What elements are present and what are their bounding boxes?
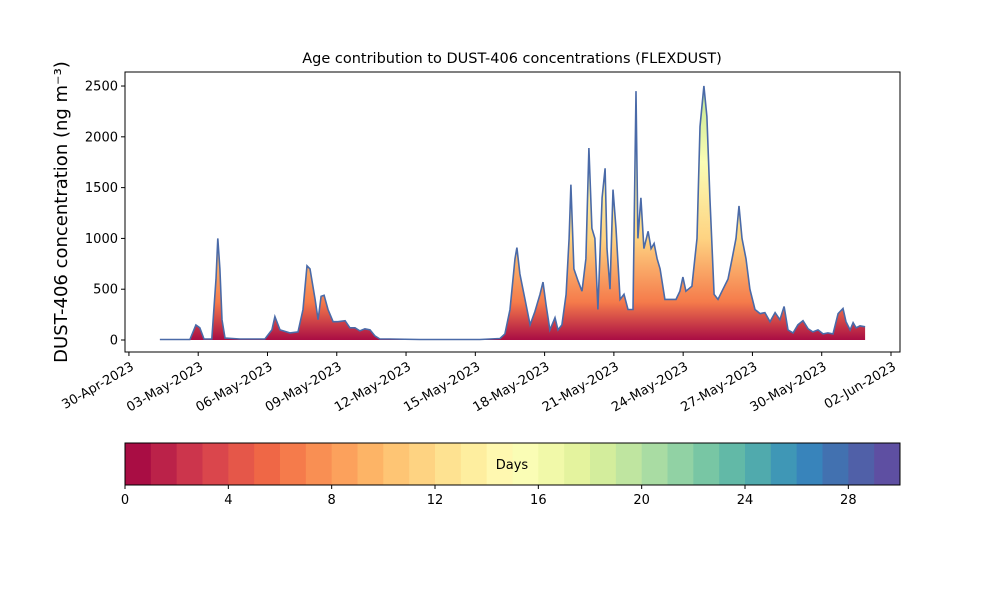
colorbar-bin (176, 443, 203, 485)
colorbar-bin (305, 443, 333, 485)
colorbar-bin (409, 443, 436, 485)
colorbar-bin (331, 443, 358, 485)
y-axis-label: DUST-406 concentration (ng m⁻³) (51, 61, 72, 363)
colorbar-bin (228, 443, 255, 485)
colorbar-tick-label: 0 (121, 493, 129, 508)
colorbar-tick-label: 16 (530, 493, 547, 508)
colorbar-bin (770, 443, 798, 485)
colorbar-bin (848, 443, 875, 485)
x-tick-label: 15-May-2023 (401, 360, 483, 416)
x-tick-label: 30-May-2023 (748, 360, 830, 416)
colorbar-bin (615, 443, 643, 485)
colorbar-bin (150, 443, 178, 485)
colorbar-bin (202, 443, 229, 485)
colorbar-bin (822, 443, 849, 485)
total-line (159, 85, 866, 341)
y-tick-label: 1500 (85, 181, 118, 196)
colorbar-tick-label: 8 (328, 493, 336, 508)
colorbar-bin (874, 443, 901, 485)
chart-title: Age contribution to DUST-406 concentrati… (302, 51, 722, 67)
colorbar-bin (383, 443, 410, 485)
colorbar-tick-label: 28 (840, 493, 857, 508)
x-tick-label: 09-May-2023 (263, 360, 345, 416)
colorbar-bin (538, 443, 565, 485)
colorbar-bin (745, 443, 772, 485)
colorbar-bin (590, 443, 617, 485)
colorbar-bin (486, 443, 513, 485)
colorbar-bin (512, 443, 539, 485)
y-tick-label: 1000 (85, 232, 118, 247)
y-tick-label: 2000 (85, 130, 118, 145)
x-tick-label: 18-May-2023 (471, 360, 553, 416)
colorbar-bin (667, 443, 694, 485)
colorbar-bin (641, 443, 668, 485)
x-tick-label: 21-May-2023 (540, 360, 622, 416)
x-tick-label: 03-May-2023 (124, 360, 206, 416)
plot-frame (124, 71, 901, 353)
colorbar-bin (719, 443, 746, 485)
colorbar-bin (254, 443, 281, 485)
colorbar-bin (125, 443, 152, 485)
colorbar-bin (280, 443, 307, 485)
colorbar-tick-label: 12 (427, 493, 444, 508)
colorbar-bin (796, 443, 823, 485)
y-tick-label: 2500 (85, 80, 118, 95)
colorbar-bin (693, 443, 720, 485)
x-tick-label: 12-May-2023 (332, 360, 414, 416)
x-tick-label: 02-Jun-2023 (822, 360, 899, 413)
colorbar-bin (564, 443, 591, 485)
x-tick-label: 06-May-2023 (194, 360, 276, 416)
x-tick-label: 27-May-2023 (679, 360, 761, 416)
colorbar-tick-label: 24 (737, 493, 754, 508)
y-tick-label: 0 (110, 334, 118, 349)
colorbar-tick-label: 4 (224, 493, 232, 508)
colorbar-bin (357, 443, 384, 485)
colorbar-bin (460, 443, 488, 485)
colorbar-label: Days (496, 458, 529, 473)
colorbar-tick-label: 20 (633, 493, 650, 508)
colorbar-frame (124, 442, 901, 486)
y-tick-label: 500 (93, 283, 118, 298)
age-area (159, 86, 866, 341)
colorbar-bin (435, 443, 462, 485)
x-tick-label: 24-May-2023 (609, 360, 691, 416)
